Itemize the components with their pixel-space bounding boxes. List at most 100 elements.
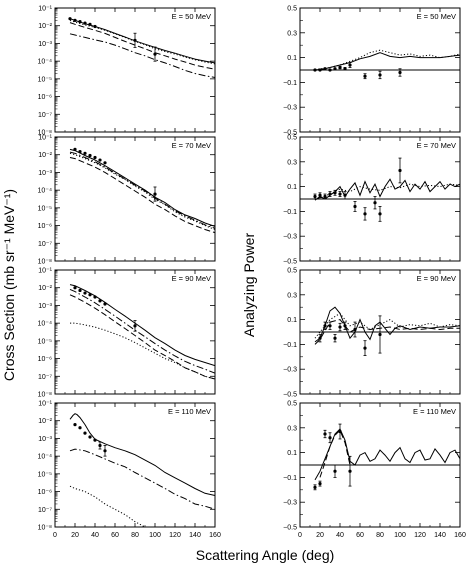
x-tick-label: 120 [414,532,426,539]
data-point [323,432,327,436]
data-point [333,336,337,340]
series-dashed [319,429,351,478]
panel-energy-label: E = 90 MeV [172,274,211,283]
series-dotted [314,49,460,71]
series-solid [314,306,460,343]
data-point [88,293,92,297]
data-point [73,423,77,427]
y-tick-label: −0.5 [283,259,297,266]
data-point [363,212,367,216]
series-solid [69,284,215,367]
data-point [398,70,402,75]
data-point [98,443,102,448]
y-tick-label: −0.3 [283,105,297,112]
data-point [78,20,82,24]
data-point [398,168,402,173]
data-point [103,449,107,453]
y-tick-label: 10⁻⁴ [38,321,53,328]
series-solid [69,413,215,496]
y-tick-label: 0.1 [287,55,297,62]
data-point [103,302,107,306]
x-tick-label: 80 [131,532,139,539]
y-tick-label: 10⁻⁵ [38,471,52,478]
y-tick-label: 10⁻⁶ [38,356,52,363]
y-tick-label: 0.3 [287,159,297,166]
y-tick-label: 10⁻³ [38,436,52,443]
y-tick-label: −0.1 [283,342,297,349]
data-point [78,426,82,430]
data-point [153,52,157,56]
data-point [348,63,352,67]
data-point [373,201,377,205]
series-solid [69,18,215,64]
y-tick-label: 10⁻⁵ [38,338,52,345]
y-tick-label: 10⁻¹ [38,135,52,142]
y-tick-label: 10⁻¹ [38,268,52,275]
data-point [133,38,137,42]
x-tick-label: 120 [169,532,181,539]
data-point [313,194,317,199]
data-point [343,193,347,197]
series-dashed [69,157,215,234]
data-point [78,149,82,154]
series-group [69,413,215,527]
y-axis-title-right: Analyzing Power [241,233,257,338]
data-point [318,336,322,340]
panel-cross_section-1: 10⁻⁸ 10⁻⁷ 10⁻⁶ 10⁻⁵ 10⁻⁴ 10⁻³ 10⁻² 10⁻¹ E = 50 M… [38,6,216,137]
y-tick-label: 10⁻⁴ [38,188,53,195]
series-dashdot [69,448,215,510]
data-point [68,17,72,21]
data-point [353,327,357,332]
y-tick-label: 10⁻² [38,152,52,159]
panel-energy-label: E = 50 MeV [417,12,456,21]
panel-energy-label: E = 50 MeV [172,12,211,21]
y-tick-label: 0.5 [287,268,297,275]
panel-analyzing_power-3: −0.5 −0.3 −0.1 0.1 0.3 0.5 E = 90 MeV [283,268,461,399]
data-point [88,22,92,26]
data-point [83,21,87,25]
panel-cross_section-2: 10⁻⁸ 10⁻⁷ 10⁻⁶ 10⁻⁵ 10⁻⁴ 10⁻³ 10⁻² 10⁻¹ E = 70 M… [38,135,216,266]
data-point [328,324,332,328]
x-tick-label: 40 [91,532,99,539]
data-point [93,24,97,29]
series-dashed [69,294,215,380]
data-point [153,192,157,196]
series-dotted [69,19,215,65]
y-tick-label: 0.5 [287,6,297,13]
data-point [83,151,87,155]
y-tick-label: −0.3 [283,367,297,374]
series-group [313,157,460,222]
data-point [323,324,327,328]
series-group [314,306,460,356]
data-point [318,482,322,486]
y-tick-label: −0.5 [283,525,297,532]
y-tick-label: 10⁻⁸ [38,392,52,399]
data-point [328,436,332,440]
data-point [333,191,337,195]
y-tick-label: −0.1 [283,80,297,87]
y-tick-label: 10⁻² [38,23,52,30]
x-tick-label: 60 [111,532,119,539]
y-tick-label: 0.1 [287,184,297,191]
y-tick-label: 10⁻⁶ [38,94,52,101]
y-axis-title-left: Cross Section (mb sr⁻¹ MeV⁻¹) [1,189,17,381]
x-tick-label: 100 [394,532,406,539]
y-tick-label: 10⁻⁸ [38,259,52,266]
data-point [318,193,322,197]
y-tick-label: 10⁻⁷ [38,507,52,514]
y-tick-label: 10⁻² [38,285,52,292]
series-dotted [69,485,147,527]
y-tick-label: 10⁻⁸ [38,525,52,532]
series-dotted [314,312,460,339]
data-point [338,192,342,196]
x-tick-label: 0 [53,532,57,539]
x-tick-label: 20 [71,532,79,539]
series-dotted [314,183,460,200]
x-tick-label: 80 [376,532,384,539]
panel-analyzing_power-1: −0.5 −0.3 −0.1 0.1 0.3 0.5 E = 50 MeV [283,6,461,137]
panel-energy-label: E = 110 MeV [168,407,211,416]
data-point [353,204,357,209]
series-dotted [70,322,215,380]
y-tick-label: −0.5 [283,130,297,137]
data-point [73,18,77,22]
